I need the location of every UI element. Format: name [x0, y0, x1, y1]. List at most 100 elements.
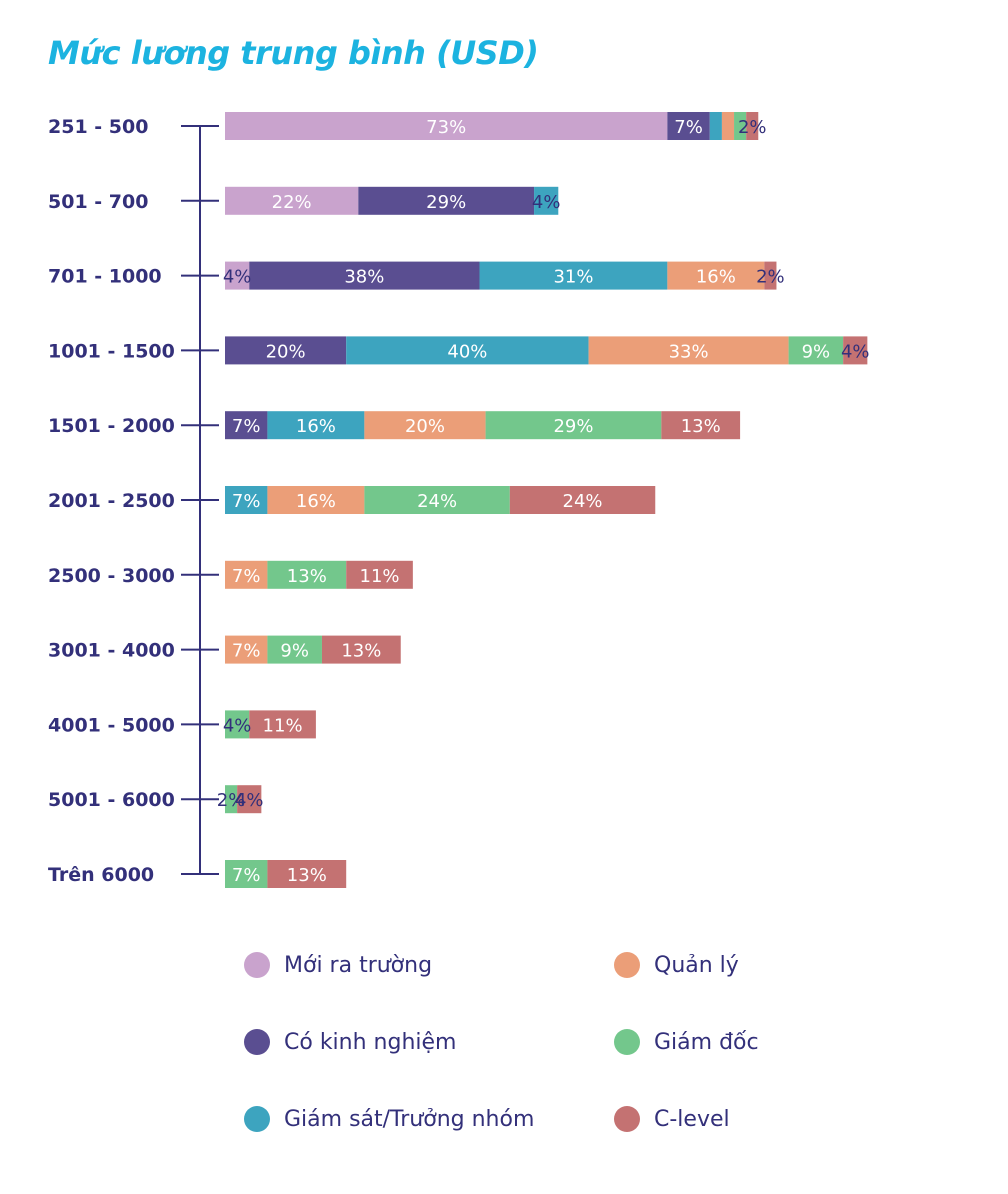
data-label-co-kinh-nghiem: 20%	[266, 341, 306, 362]
data-label-c-level: 11%	[263, 715, 303, 736]
legend-swatch	[244, 1029, 270, 1055]
bar-segment-c-level	[764, 261, 777, 290]
bar-segment-c-level	[746, 112, 759, 140]
data-label-moi-ra-truong: 73%	[426, 117, 466, 138]
data-label-quan-ly: 16%	[296, 491, 336, 512]
legend-swatch	[244, 952, 270, 978]
data-label-giam-doc: 7%	[232, 865, 261, 886]
category-label-501-700: 501 - 700	[48, 191, 148, 213]
bar-segment-c-level	[237, 785, 262, 814]
data-label-co-kinh-nghiem: 38%	[344, 267, 384, 288]
bar-segment-co-kinh-nghiem	[358, 186, 535, 215]
legend-item-giam-doc: Giám đốc	[614, 1029, 759, 1055]
data-label-co-kinh-nghiem: 7%	[674, 117, 703, 138]
bar-segment-c-level	[321, 635, 401, 664]
legend-swatch	[244, 1106, 270, 1132]
bar-segment-giam-sat-truong-nhom	[709, 112, 722, 140]
bar-segment-moi-ra-truong	[225, 261, 250, 290]
category-label-251-500: 251 - 500	[48, 116, 148, 138]
data-label-c-level: 24%	[563, 491, 603, 512]
legend-swatch	[614, 952, 640, 978]
category-label-2001-2500: 2001 - 2500	[48, 490, 175, 512]
legend-label: Có kinh nghiệm	[284, 1029, 457, 1055]
legend-swatch	[614, 1106, 640, 1132]
data-label-c-level: 4%	[235, 790, 264, 811]
bar-segment-quan-ly	[267, 486, 365, 514]
chart-title: Mức lương trung bình (USD)	[48, 34, 539, 72]
segment-labels-group: 73% 7% 2% 22% 29% 4% 4% 38% 31% 16% 2% 20% 40% 33% 9% 4…	[217, 117, 870, 886]
bar-segment-quan-ly	[364, 411, 486, 440]
bar-segment-giam-sat-truong-nhom	[534, 186, 559, 215]
data-label-moi-ra-truong: 22%	[272, 192, 312, 213]
category-label-4001-5000: 4001 - 5000	[48, 714, 175, 736]
legend-item-moi-ra-truong: Mới ra trường	[244, 952, 432, 978]
bar-segment-giam-doc	[267, 560, 347, 589]
bar-segment-c-level	[267, 860, 347, 888]
chart-legend: Mới ra trường Có kinh nghiệm Giám sát/Trưở…	[244, 952, 804, 1152]
bar-segment-c-level	[249, 710, 316, 739]
bar-segment-c-level	[346, 560, 413, 589]
data-label-quan-ly: 33%	[669, 341, 709, 362]
data-label-c-level: 13%	[681, 416, 721, 437]
bar-segment-quan-ly	[667, 261, 765, 290]
data-label-co-kinh-nghiem: 29%	[426, 192, 466, 213]
legend-item-quan-ly: Quản lý	[614, 952, 739, 978]
data-label-quan-ly: 20%	[405, 416, 445, 437]
bar-segment-giam-sat-truong-nhom	[267, 411, 365, 440]
data-label-giam-doc: 13%	[287, 566, 327, 587]
legend-item-giam-sat-truong-nhom: Giám sát/Trưởng nhóm	[244, 1106, 534, 1132]
category-axis	[181, 125, 219, 875]
bar-segment-giam-sat-truong-nhom	[479, 261, 668, 290]
data-label-giam-sat-truong-nhom: 16%	[296, 416, 336, 437]
bar-segment-giam-doc	[225, 860, 268, 888]
bar-segment-giam-doc	[267, 635, 322, 664]
data-label-c-level: 13%	[287, 865, 327, 886]
data-label-giam-sat-truong-nhom: 7%	[232, 491, 261, 512]
category-label-tren-6000: Trên 6000	[48, 864, 154, 886]
data-label-quan-ly: 16%	[696, 267, 736, 288]
bar-segment-quan-ly	[225, 635, 268, 664]
data-label-quan-ly: 7%	[232, 641, 261, 662]
bar-segment-giam-doc	[225, 785, 238, 814]
category-labels-group: 251 - 500 501 - 700 701 - 1000 1001 - 1500 1…	[48, 116, 175, 886]
data-label-giam-doc: 24%	[417, 491, 457, 512]
data-label-c-level: 11%	[360, 566, 400, 587]
category-label-2500-3000: 2500 - 3000	[48, 565, 175, 587]
bar-segment-giam-sat-truong-nhom	[346, 336, 589, 365]
data-label-giam-doc: 29%	[553, 416, 593, 437]
legend-swatch	[614, 1029, 640, 1055]
bars-group	[225, 112, 868, 888]
data-label-giam-doc: 4%	[223, 715, 252, 736]
bar-segment-co-kinh-nghiem	[249, 261, 480, 290]
data-label-c-level: 13%	[341, 641, 381, 662]
legend-item-c-level: C-level	[614, 1106, 730, 1132]
bar-segment-quan-ly	[721, 112, 735, 140]
bar-segment-co-kinh-nghiem	[225, 336, 347, 365]
data-label-giam-sat-truong-nhom: 4%	[532, 192, 561, 213]
stacked-bar-chart: 73% 7% 2% 22% 29% 4% 4% 38% 31% 16% 2% 20% 40% 33% 9% 4…	[48, 112, 870, 888]
category-label-1501-2000: 1501 - 2000	[48, 415, 175, 437]
data-label-quan-ly: 7%	[232, 566, 261, 587]
legend-label: C-level	[654, 1106, 730, 1132]
data-label-giam-sat-truong-nhom: 40%	[447, 341, 487, 362]
bar-segment-moi-ra-truong	[225, 186, 359, 215]
legend-item-co-kinh-nghiem: Có kinh nghiệm	[244, 1029, 456, 1055]
data-label-giam-doc: 9%	[802, 341, 831, 362]
bar-segment-giam-doc	[225, 710, 250, 739]
data-label-c-level: 2%	[738, 117, 767, 138]
legend-label: Giám đốc	[654, 1029, 759, 1055]
legend-label: Quản lý	[654, 952, 739, 978]
bar-segment-quan-ly	[588, 336, 789, 365]
bar-segment-giam-doc	[788, 336, 844, 365]
bar-segment-giam-doc	[364, 486, 510, 514]
data-label-giam-doc: 9%	[280, 641, 309, 662]
data-label-co-kinh-nghiem: 7%	[232, 416, 261, 437]
category-label-5001-6000: 5001 - 6000	[48, 789, 175, 811]
bar-segment-co-kinh-nghiem	[225, 411, 268, 440]
data-label-c-level: 2%	[756, 267, 785, 288]
bar-segment-giam-doc	[485, 411, 662, 440]
data-label-giam-sat-truong-nhom: 31%	[553, 267, 593, 288]
bar-segment-moi-ra-truong	[225, 112, 668, 140]
category-label-701-1000: 701 - 1000	[48, 266, 162, 288]
data-label-c-level: 4%	[841, 341, 870, 362]
